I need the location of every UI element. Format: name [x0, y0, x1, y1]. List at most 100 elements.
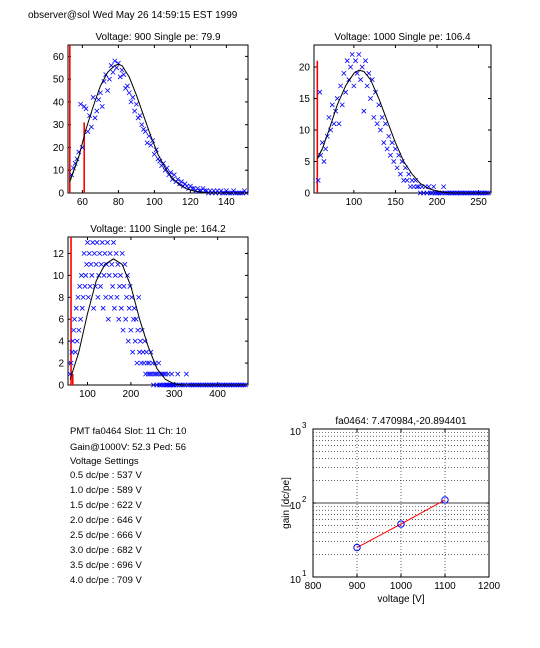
data-point: [92, 115, 98, 121]
data-point: [85, 129, 91, 135]
data-point: [363, 58, 369, 64]
data-point: [356, 51, 362, 57]
data-point: [148, 142, 154, 148]
data-point: [83, 106, 89, 112]
data-point: [100, 305, 106, 311]
data-point: [124, 294, 130, 300]
data-point: [169, 371, 175, 377]
data-point: [144, 349, 149, 355]
data-point: [89, 272, 95, 278]
data-point: [85, 239, 91, 245]
data-point: [344, 58, 350, 64]
data-point: [359, 64, 365, 70]
data-point: [77, 283, 83, 289]
data-point: [183, 371, 189, 377]
data-point: [97, 250, 103, 256]
data-point: [75, 294, 81, 300]
data-point: [78, 101, 84, 107]
y-tick-label: 30: [53, 120, 65, 131]
data-point: [178, 179, 184, 185]
setting-line: 3.0 dc/pe : 682 V: [70, 545, 142, 556]
data-point: [391, 159, 397, 164]
data-point: [164, 165, 170, 171]
chart-title: Voltage: 1100 Single pe: 164.2: [90, 224, 226, 235]
data-point: [128, 327, 134, 333]
data-point: [343, 89, 349, 95]
data-point: [120, 327, 126, 333]
x-tick-label: 900: [349, 581, 366, 592]
data-point: [136, 294, 142, 300]
data-point: [117, 283, 123, 289]
data-point: [323, 146, 329, 152]
data-point: [99, 239, 105, 245]
data-point: [135, 327, 141, 333]
data-point: [81, 250, 87, 256]
data-point: [103, 294, 109, 300]
data-point: [84, 261, 90, 267]
data-point: [112, 58, 118, 64]
data-point: [137, 338, 143, 344]
data-point: [80, 294, 86, 300]
data-point: [78, 316, 84, 322]
y-axis-label: gain [dc/pe]: [281, 477, 292, 529]
data-point: [386, 133, 392, 139]
data-point: [107, 250, 113, 256]
data-point: [118, 305, 124, 311]
data-point: [441, 184, 447, 190]
axes-box: [67, 44, 249, 194]
data-point: [169, 176, 175, 182]
data-point: [68, 360, 74, 366]
data-point: [175, 176, 181, 182]
data-point: [134, 360, 140, 366]
chart-title: Voltage: 1000 Single pe: 106.4: [334, 32, 471, 43]
setting-line: 3.5 dc/pe : 696 V: [70, 560, 142, 571]
setting-line: 2.0 dc/pe : 646 V: [70, 515, 142, 526]
data-point: [111, 305, 117, 311]
data-point: [95, 294, 101, 300]
data-point: [122, 261, 128, 267]
data-point: [71, 327, 77, 333]
x-tick-label: 300: [166, 389, 183, 400]
data-point: [76, 327, 82, 333]
data-point: [79, 305, 85, 311]
data-point: [427, 190, 433, 196]
data-point: [133, 316, 139, 322]
data-point: [151, 151, 157, 157]
setting-line: 0.5 dc/pe : 537 V: [70, 470, 142, 481]
data-point: [110, 283, 116, 289]
data-point: [94, 239, 100, 245]
data-point: [102, 250, 108, 256]
data-point: [371, 114, 377, 120]
setting-line: 2.5 dc/pe : 666 V: [70, 530, 142, 541]
data-point: [132, 338, 138, 344]
data-point: [105, 316, 111, 322]
fit-curve: [69, 258, 248, 386]
data-point: [90, 94, 96, 100]
data-point: [106, 76, 112, 82]
data-point: [338, 83, 344, 89]
axes-box: [67, 236, 249, 386]
y-tick-label: 10: [299, 126, 311, 137]
x-tick-label: 100: [79, 389, 96, 400]
data-point: [171, 172, 177, 178]
data-point: [106, 272, 112, 278]
y-tick-label: 4: [58, 337, 64, 348]
fit-curve: [69, 63, 248, 194]
data-point: [368, 96, 373, 102]
data-point: [414, 184, 420, 190]
data-point: [111, 239, 117, 245]
data-point: [83, 272, 89, 278]
gain-point: [353, 543, 361, 552]
y-tick-label: 50: [53, 75, 65, 86]
data-point: [349, 51, 355, 57]
data-point: [137, 113, 143, 119]
data-point: [364, 83, 370, 89]
data-point: [379, 114, 385, 120]
data-point: [142, 129, 148, 135]
y-tick-label: 0: [304, 189, 310, 200]
data-point: [326, 114, 332, 120]
data-point: [117, 74, 123, 80]
x-tick-label: 140: [218, 197, 235, 208]
gain-line: [356, 499, 446, 549]
y-tick-label: 60: [53, 52, 65, 63]
